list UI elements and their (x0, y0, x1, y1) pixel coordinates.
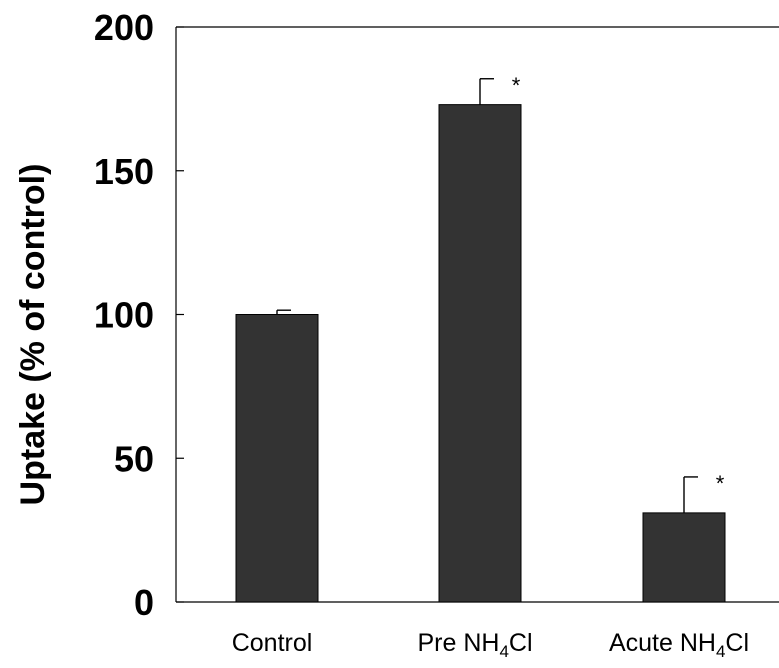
y-tick-label: 100 (94, 295, 154, 336)
y-tick-label: 0 (134, 582, 154, 623)
bar (438, 104, 522, 603)
category-label: Control (232, 629, 313, 657)
bars (235, 78, 726, 603)
y-axis-title: Uptake (% of control) (14, 164, 52, 506)
significance-marker: * (716, 471, 725, 496)
y-tick-label: 50 (114, 438, 154, 479)
bar (235, 314, 319, 603)
significance-marker: * (512, 73, 521, 98)
y-tick-label: 200 (94, 7, 154, 48)
category-label: Acute NH4Cl (609, 629, 749, 661)
bar (642, 512, 726, 603)
category-label: Pre NH4Cl (417, 629, 532, 661)
labels: 0 50 100 150 200 Uptake (% of control) Control… (14, 7, 749, 661)
y-tick-label: 150 (94, 151, 154, 192)
